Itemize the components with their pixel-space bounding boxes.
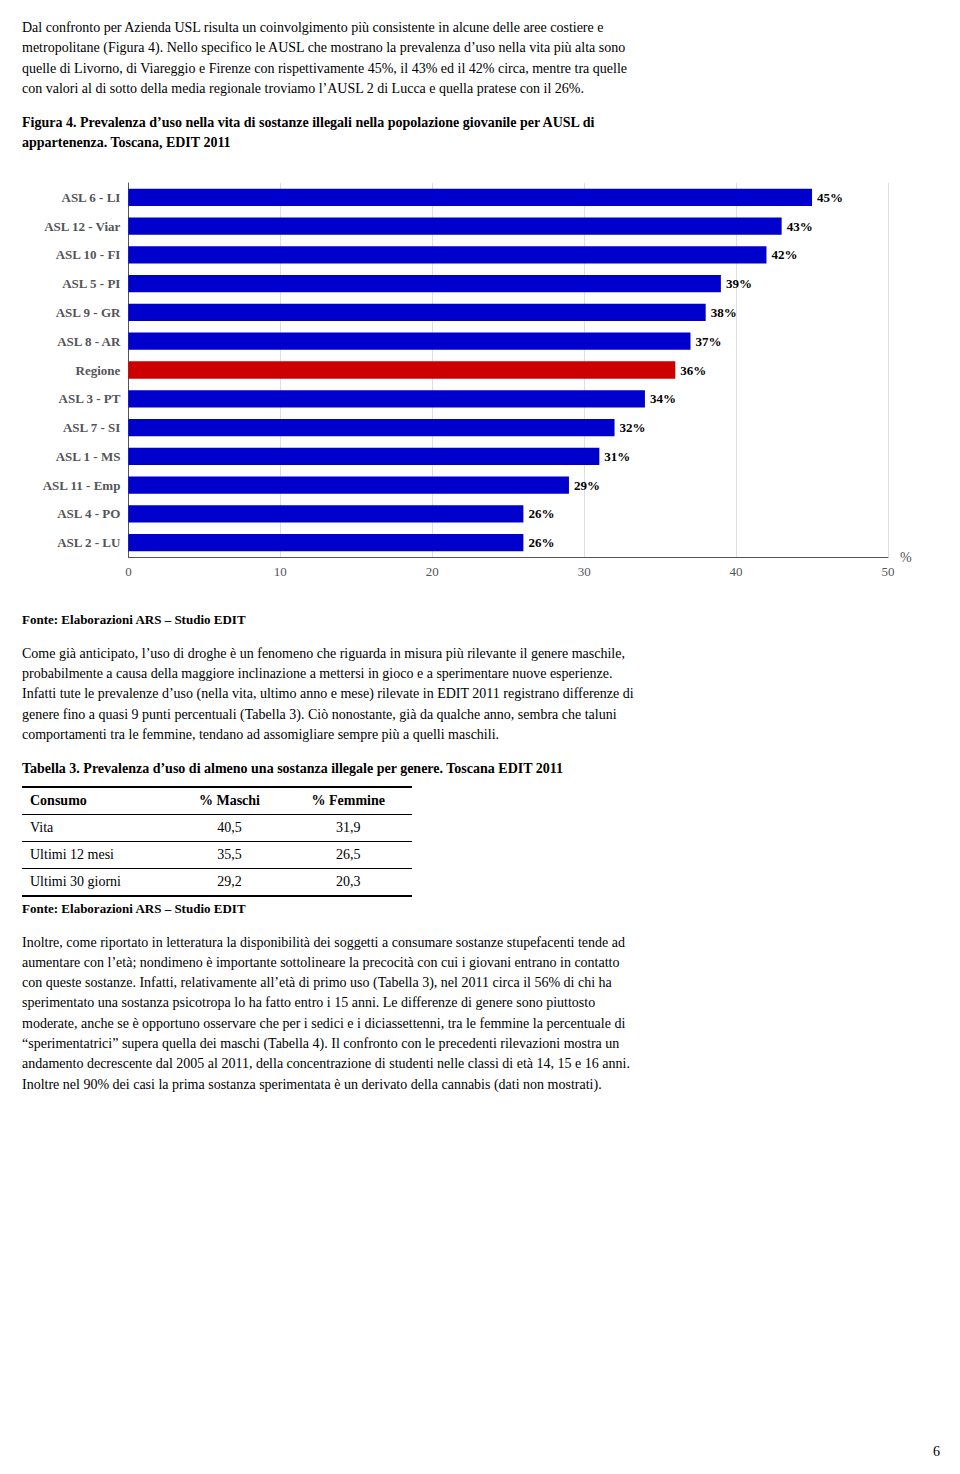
svg-text:43%: 43%	[787, 218, 813, 233]
svg-text:34%: 34%	[650, 391, 676, 406]
svg-text:ASL 5 - PI: ASL 5 - PI	[62, 276, 120, 291]
html-text:Vita: Vita	[30, 819, 54, 835]
svg-text:ASL 7 - SI: ASL 7 - SI	[63, 420, 120, 435]
svg-text:%: %	[900, 549, 912, 564]
html-text:Dal confronto per Azienda USL: Dal confronto per Azienda USL risulta un…	[22, 20, 627, 96]
svg-text:30: 30	[578, 564, 591, 579]
svg-text:ASL 3 - PT: ASL 3 - PT	[59, 391, 121, 406]
html-text:Ultimi 30 giorni: Ultimi 30 giorni	[30, 873, 121, 889]
svg-text:31%: 31%	[604, 449, 630, 464]
svg-text:45%: 45%	[817, 190, 843, 205]
svg-text:ASL 9 - GR: ASL 9 - GR	[56, 305, 121, 320]
svg-text:20: 20	[426, 564, 439, 579]
svg-text:42%: 42%	[771, 247, 797, 262]
svg-text:ASL 4 - PO: ASL 4 - PO	[57, 506, 120, 521]
html-text:% Maschi: % Maschi	[198, 792, 260, 808]
html-text:29,2: 29,2	[217, 873, 242, 889]
svg-text:39%: 39%	[726, 276, 752, 291]
html-text:31,9: 31,9	[336, 819, 361, 835]
svg-text:36%: 36%	[680, 362, 706, 377]
svg-text:26%: 26%	[528, 506, 554, 521]
html-text:Consumo: Consumo	[30, 792, 87, 808]
svg-text:0: 0	[125, 564, 131, 579]
svg-text:37%: 37%	[695, 334, 721, 349]
html-text:Come già anticipato, l’uso di: Come già anticipato, l’uso di droghe è u…	[22, 645, 634, 742]
html-text:Fonte: Elaborazioni ARS – Stud: Fonte: Elaborazioni ARS – Studio EDIT	[22, 611, 246, 627]
html-text:6: 6	[933, 1444, 940, 1459]
svg-text:ASL 11 - Emp: ASL 11 - Emp	[43, 477, 121, 492]
svg-text:26%: 26%	[528, 535, 554, 550]
svg-text:ASL 6 - LI: ASL 6 - LI	[61, 190, 120, 205]
svg-text:10: 10	[274, 564, 287, 579]
svg-text:ASL 1 - MS: ASL 1 - MS	[56, 449, 121, 464]
html-text:Fonte: Elaborazioni ARS – Stud: Fonte: Elaborazioni ARS – Studio EDIT	[22, 900, 246, 916]
html-text:Figura 4. Prevalenza d’uso nel: Figura 4. Prevalenza d’uso nella vita di…	[22, 115, 595, 151]
svg-text:ASL 2 - LU: ASL 2 - LU	[57, 535, 121, 550]
svg-text:40: 40	[730, 564, 743, 579]
html-text:26,5: 26,5	[336, 846, 361, 862]
html-text:40,5: 40,5	[217, 819, 242, 835]
svg-text:50: 50	[882, 564, 895, 579]
svg-text:29%: 29%	[574, 477, 600, 492]
html-text:Inoltre, come riportato in let: Inoltre, come riportato in letteratura l…	[22, 934, 630, 1092]
svg-text:ASL 12 - Viar: ASL 12 - Viar	[44, 218, 120, 233]
svg-text:32%: 32%	[620, 420, 646, 435]
html-text:Tabella 3. Prevalenza d’uso di: Tabella 3. Prevalenza d’uso di almeno un…	[22, 761, 563, 777]
html-text:Ultimi 12 mesi: Ultimi 12 mesi	[30, 846, 114, 862]
html-text:20,3: 20,3	[336, 873, 361, 889]
svg-text:Regione: Regione	[76, 362, 121, 377]
svg-text:38%: 38%	[711, 305, 737, 320]
html-text:35,5: 35,5	[217, 846, 242, 862]
svg-text:ASL 8 - AR: ASL 8 - AR	[57, 334, 121, 349]
html-text:% Femmine: % Femmine	[311, 792, 385, 808]
svg-text:ASL 10 - FI: ASL 10 - FI	[56, 247, 121, 262]
